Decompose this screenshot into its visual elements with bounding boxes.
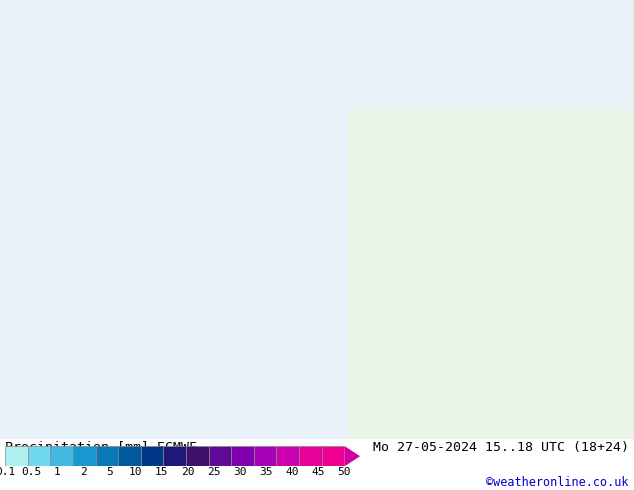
- Text: 50: 50: [337, 466, 351, 477]
- Text: Precipitation [mm] ECMWF: Precipitation [mm] ECMWF: [5, 441, 197, 454]
- Bar: [5, 446, 28, 466]
- Text: 10: 10: [129, 466, 142, 477]
- Text: 20: 20: [181, 466, 195, 477]
- Bar: [96, 446, 118, 466]
- Bar: [50, 446, 73, 466]
- Bar: [28, 446, 50, 466]
- Bar: [231, 446, 254, 466]
- Bar: [299, 446, 321, 466]
- Bar: [276, 446, 299, 466]
- Text: Mo 27-05-2024 15..18 UTC (18+24): Mo 27-05-2024 15..18 UTC (18+24): [373, 441, 629, 454]
- Bar: [164, 446, 186, 466]
- Text: 25: 25: [207, 466, 221, 477]
- Text: 5: 5: [106, 466, 113, 477]
- Polygon shape: [344, 446, 360, 466]
- Text: 30: 30: [233, 466, 247, 477]
- Bar: [349, 110, 634, 439]
- Bar: [118, 446, 141, 466]
- Text: 15: 15: [155, 466, 169, 477]
- Bar: [73, 446, 96, 466]
- Bar: [321, 446, 344, 466]
- Text: 2: 2: [80, 466, 87, 477]
- Text: 1: 1: [54, 466, 61, 477]
- Text: 0.1: 0.1: [0, 466, 15, 477]
- Bar: [141, 446, 164, 466]
- Text: ©weatheronline.co.uk: ©weatheronline.co.uk: [486, 476, 629, 489]
- Text: 45: 45: [311, 466, 325, 477]
- Text: 40: 40: [285, 466, 299, 477]
- Bar: [186, 446, 209, 466]
- Bar: [209, 446, 231, 466]
- Text: 0.5: 0.5: [21, 466, 41, 477]
- Bar: [254, 446, 276, 466]
- Text: 35: 35: [259, 466, 273, 477]
